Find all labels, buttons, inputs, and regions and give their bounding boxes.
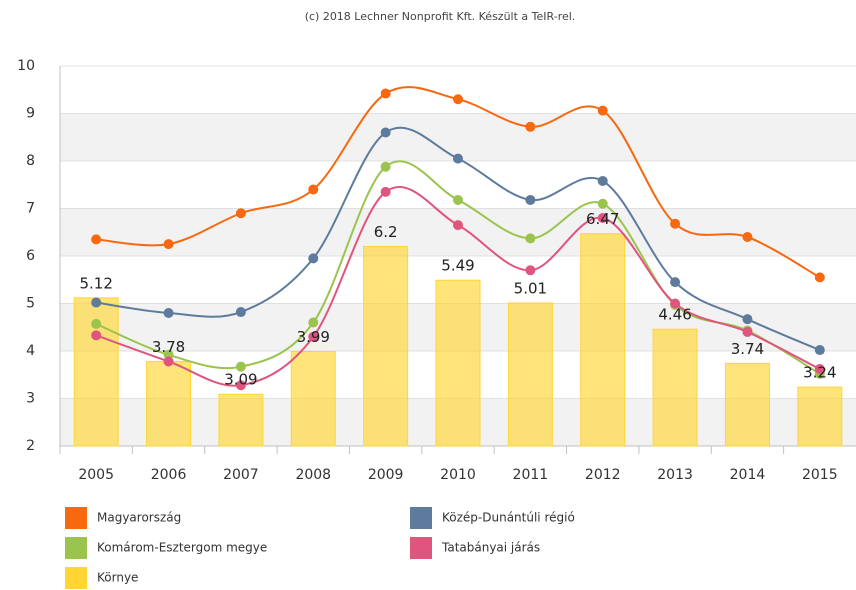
x-tick-label: 2015 <box>802 467 838 483</box>
y-tick-label: 2 <box>26 438 35 454</box>
data-label: 3.74 <box>731 340 764 358</box>
point <box>525 233 536 244</box>
point <box>308 253 319 264</box>
point <box>308 331 319 342</box>
bar <box>580 233 626 447</box>
y-tick-label: 10 <box>17 58 35 74</box>
x-tick-label: 2009 <box>368 467 404 483</box>
point <box>163 239 174 250</box>
point <box>525 265 536 276</box>
x-tick-label: 2010 <box>440 467 476 483</box>
point <box>814 364 825 375</box>
credits: (c) 2018 Lechner Nonprofit Kft. Készült … <box>305 10 576 23</box>
point <box>670 218 681 229</box>
legend-swatch <box>65 567 87 589</box>
point <box>308 317 319 328</box>
grid-band <box>60 113 856 161</box>
bar <box>363 246 409 447</box>
grid-band <box>60 208 856 256</box>
point <box>380 161 391 172</box>
bar <box>290 350 336 447</box>
data-label: 3.78 <box>152 338 185 356</box>
data-label: 6.2 <box>374 223 398 241</box>
point <box>91 318 102 329</box>
y-tick-label: 3 <box>26 391 35 407</box>
data-label: 6.47 <box>586 210 619 228</box>
bar <box>146 360 192 447</box>
bar <box>724 362 770 447</box>
x-tick-label: 2007 <box>223 467 259 483</box>
point <box>380 88 391 99</box>
point <box>235 361 246 372</box>
bar <box>218 393 264 447</box>
x-tick-label: 2011 <box>513 467 549 483</box>
y-tick-label: 7 <box>26 201 35 217</box>
point <box>308 184 319 195</box>
legend-label: Komárom-Esztergom megye <box>97 541 267 555</box>
y-tick-label: 5 <box>26 296 35 312</box>
point <box>91 297 102 308</box>
point <box>91 330 102 341</box>
data-label: 3.24 <box>803 364 836 382</box>
point <box>453 194 463 205</box>
y-tick-label: 4 <box>26 343 35 359</box>
legend-swatch <box>410 507 432 529</box>
x-tick-label: 2013 <box>657 467 693 483</box>
point <box>597 198 608 209</box>
data-label: 3.99 <box>297 328 330 346</box>
point <box>163 308 174 318</box>
data-label: 4.46 <box>658 306 691 324</box>
data-label: 3.09 <box>224 371 257 389</box>
x-tick-label: 2014 <box>730 467 766 483</box>
legend-label: Környe <box>97 571 138 585</box>
point <box>670 298 681 309</box>
bar <box>435 279 481 447</box>
legend-swatch <box>410 537 432 559</box>
point <box>597 213 608 223</box>
point <box>525 121 536 132</box>
data-label: 5.01 <box>514 280 547 298</box>
point <box>235 307 246 318</box>
point <box>453 153 463 164</box>
point <box>163 356 174 367</box>
legend-swatch <box>65 537 87 559</box>
x-tick-label: 2008 <box>295 467 331 483</box>
bar <box>652 328 698 447</box>
y-tick-label: 8 <box>26 153 35 169</box>
x-tick-label: 2012 <box>585 467 621 483</box>
point <box>670 277 681 288</box>
legend-swatch <box>65 507 87 529</box>
point <box>742 327 753 337</box>
point <box>597 105 608 116</box>
point <box>235 208 246 219</box>
point <box>814 345 825 356</box>
x-tick-label: 2005 <box>78 467 114 483</box>
legend-label: Tatabányai járás <box>441 541 540 555</box>
point <box>380 186 391 197</box>
point <box>453 94 463 105</box>
point <box>235 380 246 391</box>
legend-label: Közép-Dunántúli régió <box>442 511 575 525</box>
legend-label: Magyarország <box>97 511 181 525</box>
y-tick-label: 6 <box>26 248 35 264</box>
bar <box>507 302 553 447</box>
point <box>742 232 753 242</box>
point <box>742 314 753 325</box>
data-label: 5.12 <box>79 274 112 292</box>
point <box>453 220 463 231</box>
point <box>525 194 536 205</box>
point <box>91 234 102 245</box>
data-label: 5.49 <box>441 257 474 275</box>
y-tick-label: 9 <box>26 106 35 122</box>
point <box>597 175 608 186</box>
bar <box>797 386 843 447</box>
x-tick-label: 2006 <box>151 467 187 483</box>
point <box>380 127 391 138</box>
point <box>814 272 825 283</box>
